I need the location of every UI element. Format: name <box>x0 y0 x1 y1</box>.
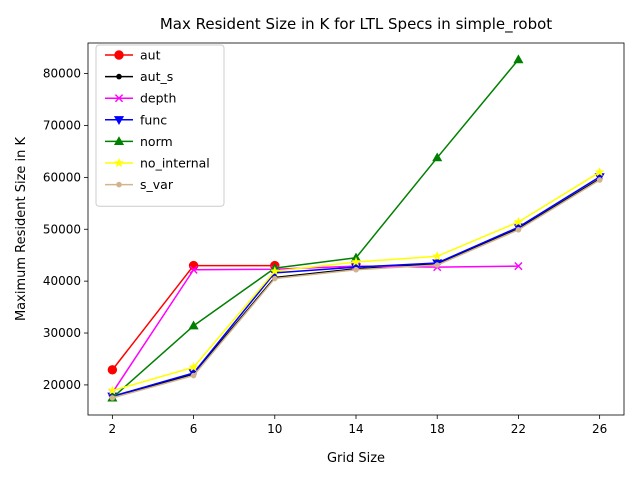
legend-entry-norm: norm <box>105 134 173 149</box>
legend-label: func <box>140 112 167 127</box>
data-point <box>113 136 125 146</box>
data-point <box>271 275 278 282</box>
legend-label: no_internal <box>140 156 210 171</box>
legend-box <box>95 44 225 207</box>
legend-entry-aut: aut <box>105 48 161 63</box>
data-point <box>116 181 122 188</box>
y-tick-label: 50000 <box>43 222 81 236</box>
x-tick-label: 22 <box>511 422 526 436</box>
data-point <box>432 152 443 162</box>
data-point <box>113 116 125 126</box>
series-line-norm <box>111 59 519 399</box>
data-point <box>116 73 122 80</box>
legend-label: s_var <box>140 177 174 192</box>
data-point <box>432 250 443 261</box>
data-point <box>107 385 118 395</box>
y-tick-label: 70000 <box>43 118 81 132</box>
x-axis-label: Grid Size <box>327 451 385 466</box>
data-point <box>513 216 524 227</box>
legend-entry-depth: depth <box>105 91 176 106</box>
x-tick-label: 26 <box>592 422 607 436</box>
y-tick-label: 40000 <box>43 274 81 288</box>
legend-label: aut <box>140 48 161 63</box>
data-point <box>113 157 125 168</box>
series-no_internal <box>107 166 605 395</box>
data-point <box>114 94 124 103</box>
data-point <box>107 365 118 375</box>
x-tick-label: 6 <box>190 422 198 436</box>
data-point <box>594 166 605 177</box>
legend-entry-func: func <box>105 112 167 127</box>
y-axis-label: Maximum Resident Size in K <box>14 137 29 322</box>
plot-area: 2 6 10 14 18 22 262000030000400005000060000700… <box>43 42 625 436</box>
y-tick-label: 60000 <box>43 170 81 184</box>
chart-title: Max Resident Size in K for LTL Specs in … <box>160 15 552 34</box>
data-point <box>189 265 198 274</box>
legend-label: aut_s <box>140 69 173 84</box>
legend-entry-no_internal: no_internal <box>105 156 210 171</box>
data-point <box>190 372 197 379</box>
data-point <box>513 54 524 64</box>
data-point <box>114 50 124 60</box>
data-point <box>353 266 359 273</box>
x-tick-label: 2 <box>109 422 117 436</box>
legend-label: norm <box>140 134 173 149</box>
y-tick-label: 80000 <box>43 67 81 81</box>
data-point <box>109 395 116 401</box>
data-point <box>269 265 280 276</box>
data-point <box>515 226 522 233</box>
series-line-depth <box>111 265 519 394</box>
data-point <box>434 262 441 268</box>
legend-entry-aut_s: aut_s <box>105 69 173 84</box>
y-tick-label: 30000 <box>43 326 81 340</box>
series-s_var <box>109 177 603 401</box>
x-tick-label: 14 <box>348 422 363 436</box>
x-tick-label: 10 <box>267 422 282 436</box>
y-tick-label: 20000 <box>43 378 81 392</box>
data-point <box>188 260 199 271</box>
data-point <box>514 262 523 271</box>
legend-entry-s_var: s_var <box>105 177 174 192</box>
data-point <box>350 256 362 267</box>
legend-label: depth <box>140 91 176 106</box>
data-point <box>188 361 199 372</box>
data-point <box>596 177 603 183</box>
x-tick-label: 18 <box>430 422 445 436</box>
data-point <box>188 320 199 330</box>
